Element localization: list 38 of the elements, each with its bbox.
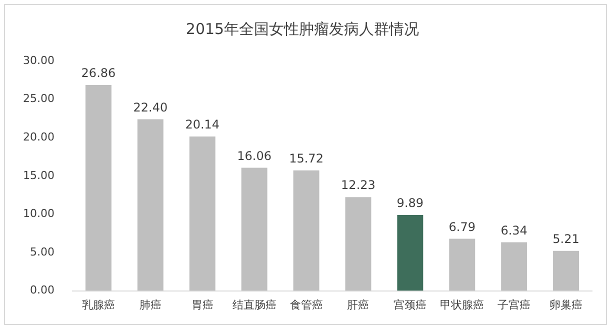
data-label: 26.86: [81, 66, 116, 80]
x-tick-label: 子宫癌: [498, 298, 531, 312]
bar: [241, 168, 268, 291]
data-label: 12.23: [341, 178, 376, 192]
x-tick-label: 卵巢癌: [550, 298, 583, 312]
y-tick-label: 30.00: [22, 54, 54, 67]
data-label: 9.89: [396, 196, 424, 210]
y-tick-label: 5.00: [30, 245, 54, 258]
data-label: 22.40: [133, 100, 168, 114]
bar: [449, 238, 476, 291]
bar: [501, 242, 528, 291]
y-tick-label: 20.00: [22, 130, 54, 144]
data-label: 20.14: [185, 118, 220, 132]
x-tick-label: 胃癌: [191, 298, 214, 312]
x-tick-label: 乳腺癌: [82, 298, 115, 312]
y-tick-label: 15.00: [22, 168, 54, 182]
data-label: 15.72: [289, 152, 324, 166]
data-label: 5.21: [552, 232, 580, 246]
y-tick-label: 25.00: [22, 92, 54, 106]
bar: [189, 136, 216, 291]
bar: [397, 215, 424, 291]
x-tick-label: 肝癌: [347, 298, 370, 312]
y-tick-label: 10.00: [22, 207, 54, 220]
chart-title: 2015年全国女性肿瘤发病人群情况: [186, 20, 420, 38]
bar: [137, 119, 164, 291]
bar: [85, 85, 112, 291]
data-label: 6.34: [500, 223, 528, 238]
x-tick-label: 肺癌: [139, 298, 162, 312]
x-tick-label: 食管癌: [290, 298, 323, 312]
data-label: 16.06: [237, 148, 272, 163]
bar: [293, 170, 320, 291]
x-tick-label: 宫颈癌: [394, 298, 427, 312]
x-tick-label: 甲状腺癌: [440, 298, 484, 312]
bar: [553, 250, 580, 291]
x-tick-label: 结直肠癌: [232, 298, 276, 312]
data-label: 6.79: [448, 220, 476, 234]
bar: [345, 197, 372, 291]
y-tick-label: 0.00: [30, 284, 54, 297]
